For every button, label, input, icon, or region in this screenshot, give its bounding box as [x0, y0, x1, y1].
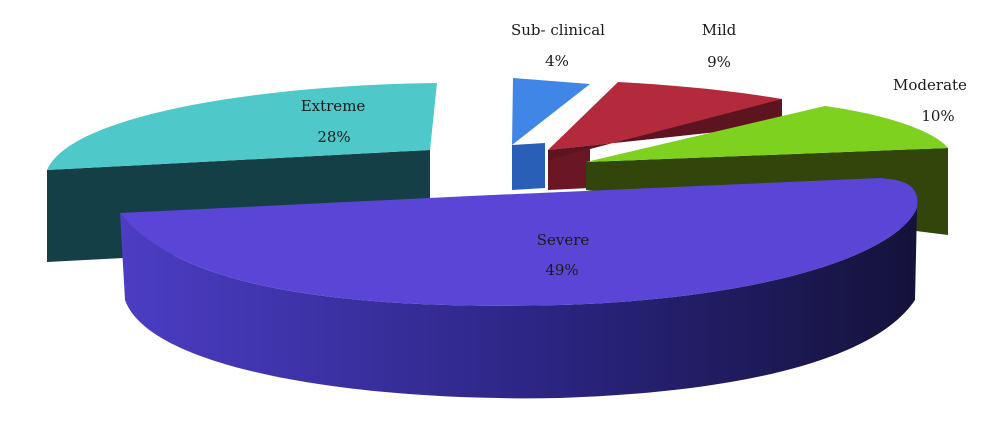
- label-name-mild: Mild: [702, 21, 737, 39]
- slice-side-severe: [120, 208, 917, 399]
- slice-top-mild: [548, 82, 782, 150]
- label-name-severe: Severe: [537, 231, 590, 249]
- pie-slice-sub-clinical: [512, 78, 590, 190]
- slice-top-moderate: [586, 106, 948, 162]
- slice-labels: Sub- clinical 4% Mild 9% Moderate 10% Se…: [301, 21, 967, 279]
- slice-top-severe: [120, 178, 918, 306]
- label-name-sub-clinical: Sub- clinical: [511, 21, 605, 39]
- slice-top-sub-clinical: [512, 78, 590, 145]
- label-value-moderate: 10%: [921, 107, 954, 125]
- label-value-sub-clinical: 4%: [545, 52, 569, 70]
- pie-slice-severe: [120, 178, 918, 399]
- pie-slice-mild: [548, 82, 782, 190]
- label-value-mild: 9%: [707, 53, 731, 71]
- slice-top-extreme: [47, 83, 437, 170]
- label-value-extreme: 28%: [317, 128, 350, 146]
- slice-side-sub-clinical: [512, 143, 545, 190]
- label-name-extreme: Extreme: [301, 97, 366, 115]
- label-value-severe: 49%: [545, 261, 578, 279]
- slice-side-mild: [548, 148, 590, 190]
- label-name-moderate: Moderate: [893, 76, 967, 94]
- slice-side-mild-right: [548, 99, 782, 160]
